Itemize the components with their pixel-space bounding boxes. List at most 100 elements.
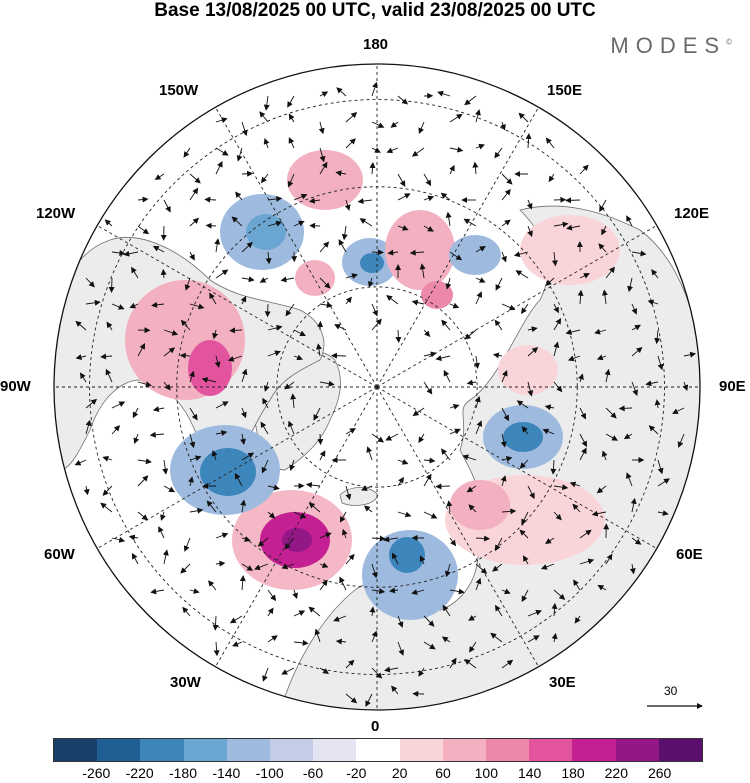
wind-vector: [85, 277, 95, 288]
wind-vector: [579, 164, 589, 175]
colorbar-tick-label: 180: [561, 765, 585, 781]
wind-vector: [333, 615, 347, 622]
wind-vector: [596, 485, 607, 494]
wind-vector: [254, 563, 269, 571]
wind-vector: [443, 369, 451, 383]
wind-vector: [319, 241, 330, 253]
wind-vector: [308, 502, 321, 513]
wind-vector: [163, 485, 176, 493]
wind-vector: [319, 562, 329, 568]
wind-vector: [184, 277, 191, 291]
wind-vector: [553, 589, 566, 600]
wind-vector: [573, 579, 581, 591]
colorbar-swatch: [572, 739, 616, 761]
wind-vector: [466, 379, 477, 386]
wind-vector: [313, 407, 321, 421]
wind-vector: [371, 667, 383, 679]
lon-label-120e: 120E: [674, 205, 710, 222]
wind-vector: [501, 369, 508, 383]
wind-vector: [645, 380, 659, 387]
wind-vector: [591, 510, 607, 517]
wind-vector: [553, 221, 569, 228]
lon-label-0: 0: [371, 718, 380, 735]
wind-vector: [605, 553, 613, 565]
wind-vector: [345, 112, 358, 123]
colorbar-tick-label: -100: [255, 765, 284, 781]
wind-vector: [423, 511, 438, 519]
wind-vector: [445, 277, 452, 290]
wind-vector: [345, 138, 356, 149]
wind-vector: [240, 295, 247, 305]
wind-vector: [137, 196, 149, 203]
wind-vector: [521, 303, 529, 315]
wind-vector: [229, 615, 243, 624]
wind-vector: [565, 197, 581, 204]
wind-vector: [132, 407, 139, 419]
wind-vector: [215, 560, 226, 567]
wind-vector: [215, 117, 228, 124]
wind-vector: [83, 485, 90, 496]
wind-vector: [345, 273, 358, 280]
wind-vector: [305, 482, 321, 488]
wind-vector: [308, 606, 321, 617]
wind-vector: [123, 250, 139, 257]
lon-label-90w: 90W: [0, 378, 31, 395]
wind-vectors: [74, 81, 697, 707]
wind-vector: [521, 426, 529, 435]
wind-vector: [629, 563, 636, 575]
wind-vector: [180, 319, 191, 331]
wind-vector: [553, 511, 562, 521]
wind-vector: [492, 352, 503, 359]
latitude-circle: [276, 286, 478, 488]
wind-vector: [215, 401, 229, 409]
wind-vector: [657, 510, 669, 516]
wind-vector: [231, 216, 243, 227]
colorbar-tick-label: 20: [391, 765, 408, 781]
wind-vector: [475, 420, 483, 435]
wind-vector: [397, 193, 411, 201]
colorbar-swatch: [270, 739, 314, 761]
wind-vector: [501, 173, 513, 185]
wind-vector: [468, 504, 477, 513]
wind-vector: [189, 187, 199, 201]
lon-label-90e: 90E: [719, 378, 746, 395]
wind-vector: [260, 421, 269, 435]
wind-vector: [288, 420, 295, 435]
wind-vector: [263, 138, 270, 149]
wind-vector: [550, 459, 557, 475]
wind-vector: [551, 602, 558, 617]
wind-vector: [598, 243, 607, 253]
wind-vector: [215, 269, 229, 279]
wind-vector: [442, 604, 451, 617]
colorbar-swatch: [529, 739, 573, 761]
wind-vector: [293, 639, 309, 646]
wind-vector: [540, 563, 555, 570]
wind-vector: [189, 370, 195, 383]
wind-vector: [386, 294, 399, 305]
lon-label-60w: 60W: [44, 546, 75, 563]
wind-vector: [445, 211, 452, 227]
wind-vector: [180, 563, 191, 574]
wind-vector: [263, 381, 270, 392]
wind-vector: [267, 324, 283, 331]
wind-vector: [551, 632, 558, 643]
wind-vector: [490, 632, 503, 643]
wind-vector: [111, 536, 126, 543]
wind-vector: [441, 636, 451, 643]
wind-vector: [423, 457, 436, 464]
wind-vector: [215, 430, 228, 436]
wind-vector: [189, 407, 198, 421]
wind-vector: [657, 355, 664, 371]
wind-vector: [468, 615, 477, 621]
wind-vector: [289, 459, 296, 472]
wind-vector: [284, 537, 295, 550]
wind-vector: [211, 449, 218, 461]
wind-vector: [464, 329, 477, 340]
wind-vector: [209, 292, 217, 305]
wind-vector: [647, 299, 659, 306]
wind-vector: [111, 425, 121, 435]
wind-vector: [475, 143, 485, 150]
wind-vector: [345, 485, 352, 501]
wind-vector: [657, 478, 670, 487]
wind-vector: [464, 658, 477, 669]
